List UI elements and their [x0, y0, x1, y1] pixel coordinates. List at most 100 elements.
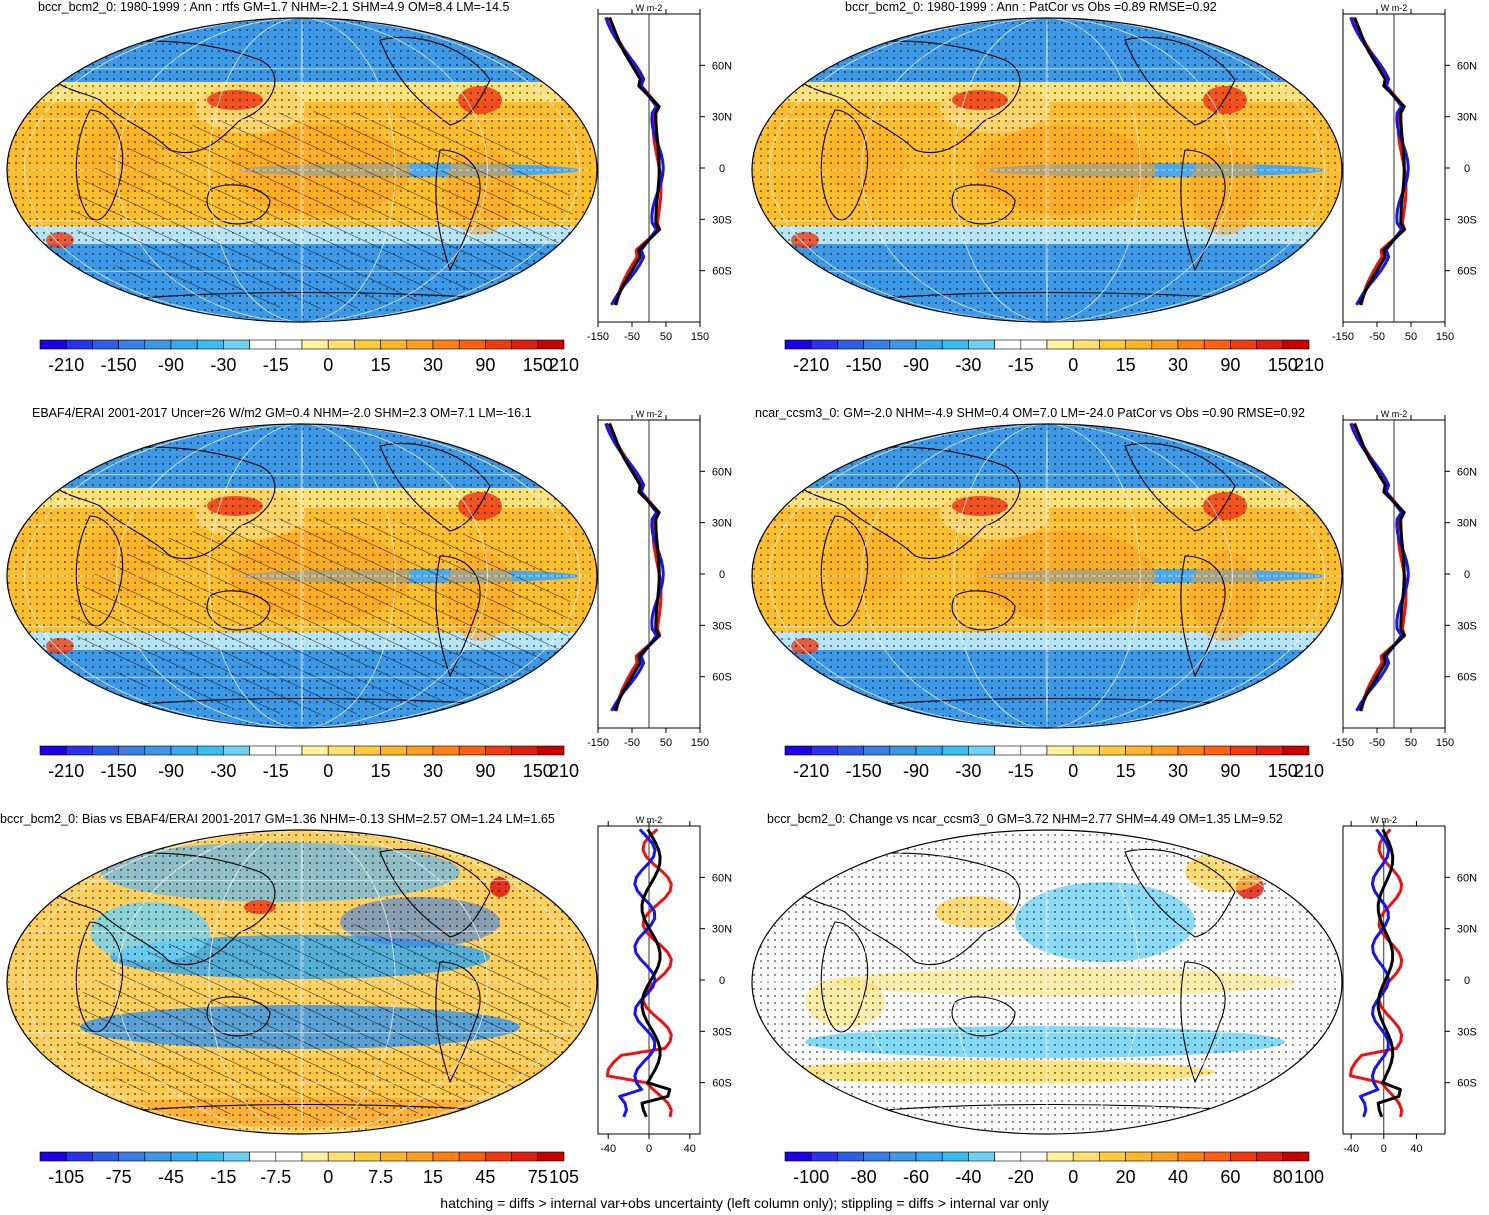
y-tick-label: 60N	[712, 60, 732, 72]
colorbar-label: -150	[101, 761, 137, 781]
colorbar-swatch	[994, 339, 1022, 350]
profile-line-blue	[1349, 16, 1410, 306]
colorbar-label: -90	[903, 761, 929, 781]
x-tick-label: 50	[1405, 331, 1417, 343]
y-tick-label: 30N	[712, 924, 732, 936]
colorbar-label: 80	[1273, 1167, 1293, 1187]
y-tick-label: 30N	[1457, 924, 1477, 936]
zonal-mean-profile: -150 -50 50 150 60N 30N 0 30S 60S W m-2	[1332, 3, 1477, 343]
colorbar-swatch	[994, 1151, 1022, 1162]
profile-unit-label: W m-2	[636, 815, 663, 825]
x-tick-label: 150	[691, 331, 709, 343]
y-tick-label: 0	[1464, 569, 1470, 581]
footer-note: hatching = diffs > internal var+obs unce…	[440, 1195, 1049, 1211]
colorbar-swatch	[327, 339, 355, 350]
y-tick-label: 30N	[1457, 518, 1477, 530]
colorbar-swatch	[915, 745, 943, 756]
panel-model-climatology: bccr_bcm2_0: 1980-1999 : Ann : rtfs GM=1…	[0, 0, 744, 400]
colorbar-swatch	[1125, 1151, 1153, 1162]
panel-change: bccr_bcm2_0: Change vs ncar_ccsm3_0 GM=3…	[745, 812, 1489, 1212]
colorbar: -105 -75 -45 -15 -7.5 0 7.5 15 45 75 105	[39, 1151, 579, 1187]
colorbar-label: -40	[955, 1167, 981, 1187]
colorbar-swatch	[511, 745, 539, 756]
colorbar-label: -150	[846, 355, 882, 375]
colorbar-label: 15	[1116, 761, 1136, 781]
x-tick-label: 0	[646, 1143, 652, 1155]
y-tick-label: 60N	[1457, 60, 1477, 72]
colorbar-label: 210	[549, 761, 579, 781]
y-tick-label: 30S	[712, 214, 732, 226]
colorbar-label: -100	[793, 1167, 829, 1187]
colorbar-swatch	[354, 1151, 381, 1162]
colorbar-swatch	[406, 745, 434, 756]
colorbar-label: 150	[523, 355, 553, 375]
colorbar-swatch	[144, 1151, 172, 1162]
colorbar-swatch	[968, 1151, 995, 1162]
colorbar-label: 0	[1068, 1167, 1078, 1187]
longitude-line	[769, 424, 1325, 728]
colorbar-label: 15	[423, 1167, 443, 1187]
colorbar-label: 45	[475, 1167, 495, 1187]
colorbar-swatch	[1203, 339, 1231, 350]
map-border	[751, 17, 1343, 323]
world-map	[6, 829, 598, 1135]
y-tick-label: 0	[719, 975, 725, 987]
longitude-line	[208, 830, 396, 1134]
colorbar-swatch	[1177, 339, 1205, 350]
longitude-line	[300, 18, 304, 322]
panel-title: bccr_bcm2_0: 1980-1999 : Ann : PatCor vs…	[845, 0, 1217, 14]
colorbar-swatch	[92, 1151, 119, 1162]
colorbar-swatch	[1099, 745, 1126, 756]
colorbar-swatch	[432, 1151, 460, 1162]
y-tick-label: 60N	[1457, 872, 1477, 884]
colorbar-swatch	[196, 339, 224, 350]
colorbar-label: -90	[903, 355, 929, 375]
colorbar-swatch	[301, 745, 329, 756]
colorbar-label: 210	[549, 355, 579, 375]
colorbar-label: 90	[475, 355, 495, 375]
colorbar-swatch	[327, 745, 355, 756]
colorbar-label: -210	[48, 761, 84, 781]
colorbar-swatch	[1151, 339, 1179, 350]
colorbar-swatch	[537, 339, 565, 350]
panel-title: bccr_bcm2_0: Change vs ncar_ccsm3_0 GM=3…	[767, 812, 1283, 826]
colorbar-label: 0	[323, 1167, 333, 1187]
colorbar-swatch	[1072, 745, 1100, 756]
colorbar: -100 -80 -60 -40 -20 0 20 40 60 80 100	[784, 1151, 1324, 1187]
graticule	[752, 830, 1342, 1134]
colorbar-swatch	[327, 1151, 355, 1162]
hatching	[71, 517, 573, 715]
colorbar-label: -210	[793, 761, 829, 781]
colorbar-label: -45	[158, 1167, 184, 1187]
y-tick-label: 60S	[1457, 672, 1477, 684]
colorbar-swatch	[485, 745, 512, 756]
longitude-line	[953, 424, 1141, 728]
colorbar-swatch	[39, 1151, 67, 1162]
colorbar-swatch	[889, 745, 917, 756]
y-tick-label: 60S	[1457, 266, 1477, 278]
zonal-mean-profile: -40 0 40 60N 30N 0 30S 60S W m-2	[1342, 815, 1477, 1155]
colorbar-label: 15	[1116, 355, 1136, 375]
colorbar-swatch	[1177, 745, 1205, 756]
colorbar-swatch	[1282, 339, 1310, 350]
x-tick-label: 150	[691, 737, 709, 749]
colorbar-label: 0	[323, 761, 333, 781]
colorbar-label: 75	[528, 1167, 548, 1187]
colorbar-swatch	[1046, 339, 1074, 350]
x-tick-label: 50	[660, 331, 672, 343]
colorbar-label: 100	[1294, 1167, 1324, 1187]
panel-graphic: -40 0 40 60N 30N 0 30S 60S W m-2 -105 -75 -45 -15 -7.…	[6, 815, 732, 1187]
profile-line-black	[608, 16, 661, 306]
longitude-line	[953, 18, 1141, 322]
y-tick-label: 30N	[1457, 112, 1477, 124]
colorbar-swatch	[170, 1151, 198, 1162]
longitude-line	[116, 424, 488, 728]
y-tick-label: 30S	[1457, 1026, 1477, 1038]
colorbar-swatch	[1230, 339, 1257, 350]
hatching	[71, 111, 573, 309]
colorbar-swatch	[39, 745, 67, 756]
profile-unit-label: W m-2	[1381, 409, 1408, 419]
